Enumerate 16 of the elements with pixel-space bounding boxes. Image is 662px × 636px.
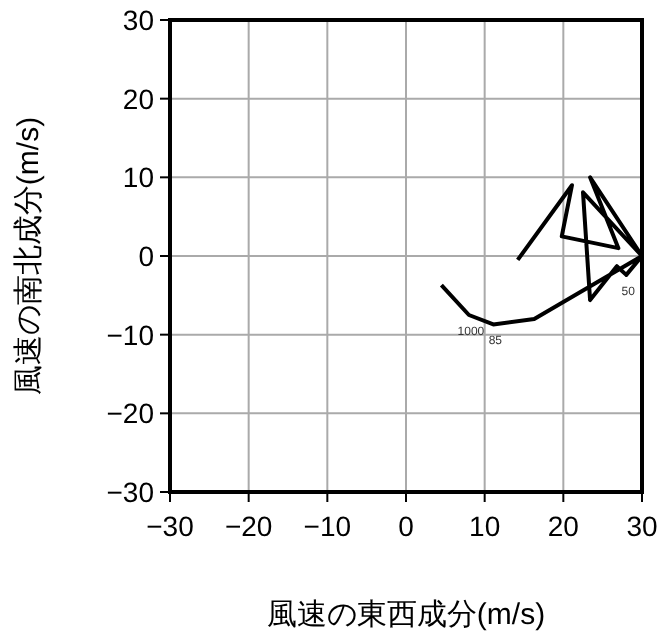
- y-tick-label: −10: [106, 318, 155, 351]
- y-tick-label: −30: [106, 476, 155, 508]
- y-tick-label: −20: [106, 397, 155, 430]
- y-tick-label: 20: [122, 82, 155, 115]
- x-tick-label: 10: [469, 510, 501, 542]
- x-tick-label: −30: [146, 510, 195, 542]
- x-tick-label: 0: [398, 510, 415, 542]
- x-tick-label: −20: [224, 510, 273, 542]
- x-axis-title: 風速の東西成分(m/s): [266, 598, 546, 632]
- x-tick-label: −10: [303, 510, 352, 542]
- x-tick-label: 30: [626, 510, 658, 542]
- y-axis-title: 風速の南北成分(m/s): [12, 116, 46, 396]
- y-tick-label: 0: [138, 240, 155, 272]
- y-tick-label: 10: [122, 161, 155, 194]
- x-tick-label: 20: [547, 510, 580, 542]
- y-tick-label: 30: [122, 4, 155, 36]
